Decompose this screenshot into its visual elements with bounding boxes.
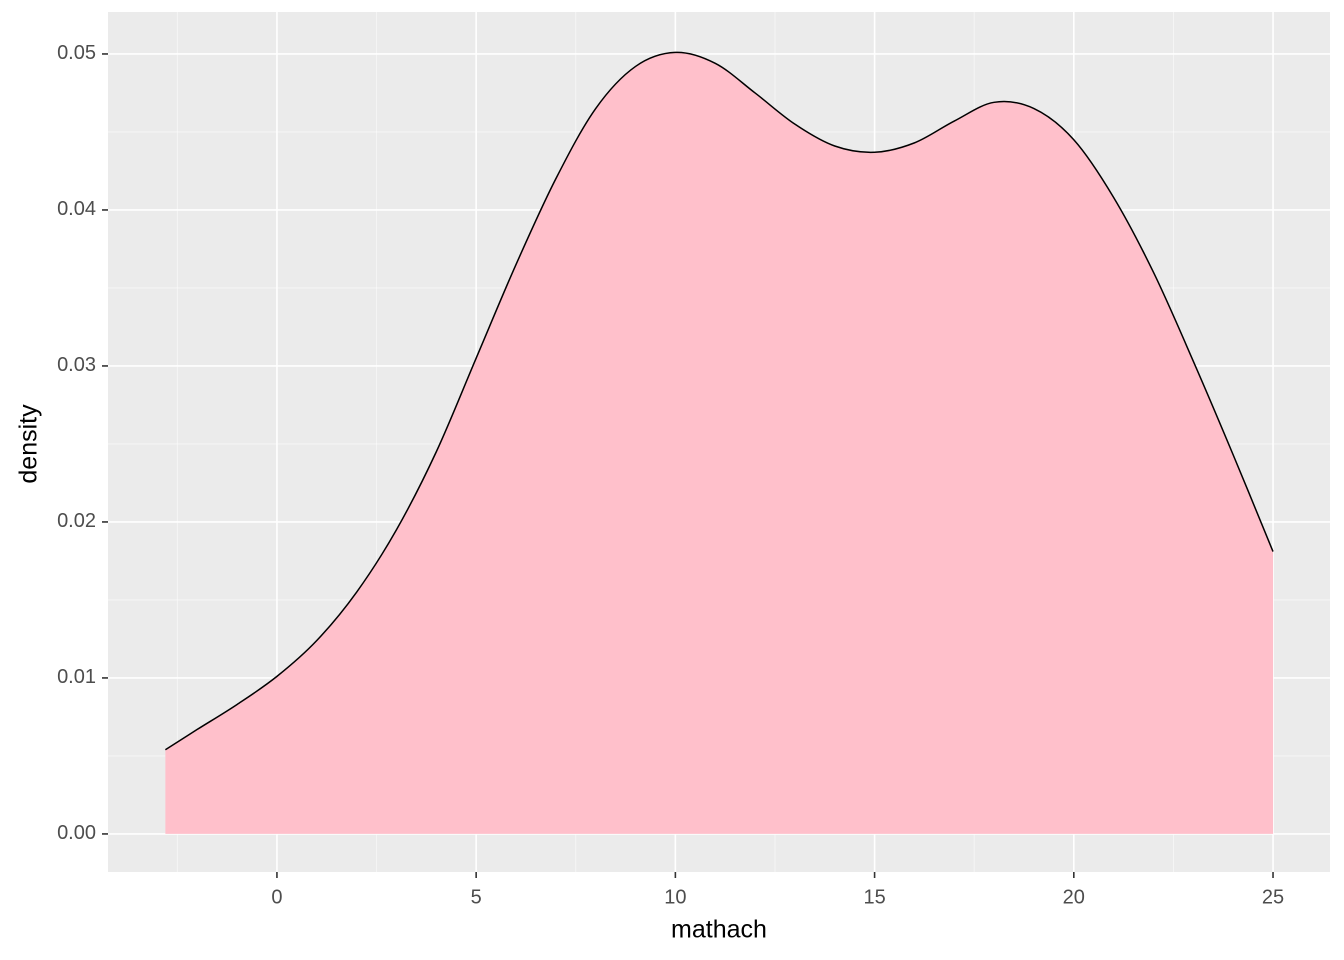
x-axis-title: mathach xyxy=(671,916,767,944)
density-area xyxy=(165,52,1274,834)
density-line xyxy=(164,51,1274,751)
y-tick-label: 0.01 xyxy=(57,666,96,688)
x-tick-label: 10 xyxy=(664,886,686,908)
y-axis-title: density xyxy=(15,404,43,484)
x-tick-label: 15 xyxy=(863,886,885,908)
y-tick-label: 0.04 xyxy=(57,198,96,220)
x-tick-label: 0 xyxy=(271,886,282,908)
x-tick-label: 5 xyxy=(471,886,482,908)
y-tick-label: 0.03 xyxy=(57,354,96,376)
y-tick-label: 0.05 xyxy=(57,42,96,64)
y-tick-label: 0.02 xyxy=(57,510,96,532)
x-tick-label: 20 xyxy=(1063,886,1085,908)
x-tick-label: 25 xyxy=(1262,886,1284,908)
y-tick-label: 0.00 xyxy=(57,822,96,844)
